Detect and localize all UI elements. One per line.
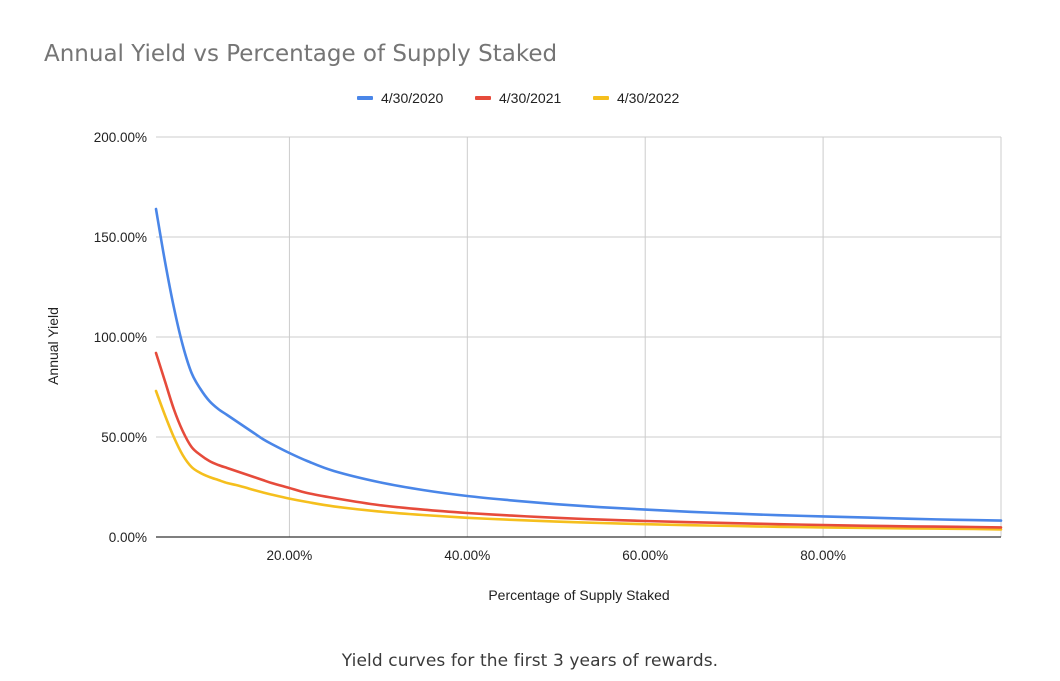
y-tick-label: 150.00% <box>94 230 147 245</box>
x-tick-label: 20.00% <box>267 548 313 563</box>
legend-swatch <box>475 96 491 100</box>
legend-label: 4/30/2020 <box>381 90 443 106</box>
legend-label: 4/30/2021 <box>499 90 561 106</box>
chart-background <box>13 6 1033 634</box>
series-line-4-30-2020 <box>154 207 1003 522</box>
chart-title: Annual Yield vs Percentage of Supply Sta… <box>44 41 557 67</box>
x-axis-label: Percentage of Supply Staked <box>488 587 669 603</box>
x-tick-label: 40.00% <box>444 548 490 563</box>
y-tick-label: 0.00% <box>109 530 147 545</box>
legend: 4/30/2020 4/30/2021 4/30/2022 <box>357 90 679 106</box>
legend-swatch <box>357 96 373 100</box>
figure-caption: Yield curves for the first 3 years of re… <box>341 651 719 671</box>
legend-label: 4/30/2022 <box>617 90 679 106</box>
x-tick-label: 60.00% <box>622 548 668 563</box>
legend-swatch <box>593 96 609 100</box>
y-tick-label: 200.00% <box>94 130 147 145</box>
gridlines <box>156 136 1002 538</box>
y-axis-label: Annual Yield <box>45 307 61 385</box>
y-tick-label: 100.00% <box>94 330 147 345</box>
y-tick-label: 50.00% <box>101 430 147 445</box>
x-tick-labels: 20.00% 40.00% 60.00% 80.00% <box>267 548 846 563</box>
x-tick-label: 80.00% <box>800 548 846 563</box>
series-line-4-30-2022 <box>154 389 1003 531</box>
series-lines <box>154 207 1003 531</box>
series-line-4-30-2021 <box>154 351 1003 529</box>
y-tick-labels: 0.00% 50.00% 100.00% 150.00% 200.00% <box>94 130 147 545</box>
